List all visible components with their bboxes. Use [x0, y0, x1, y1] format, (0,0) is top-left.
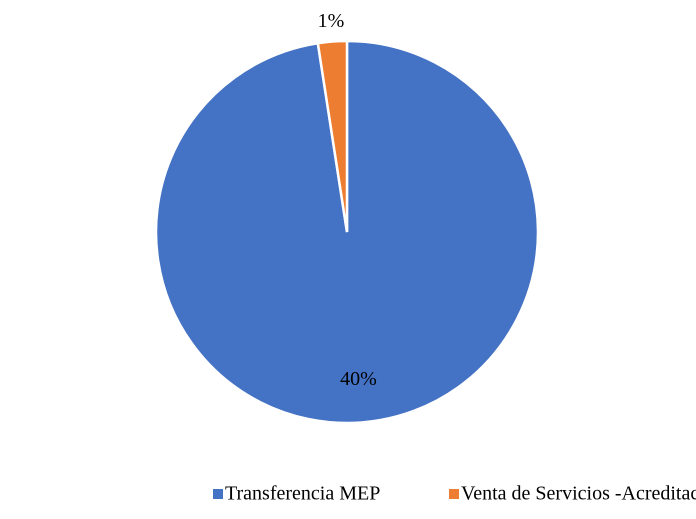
legend-label: Venta de Servicios -Acreditación [461, 483, 696, 505]
legend-label: Transferencia MEP [225, 483, 380, 505]
data-label: 40% [340, 368, 377, 390]
data-label: 1% [318, 10, 345, 32]
legend-swatch [449, 489, 459, 499]
legend-swatch [213, 489, 223, 499]
pie-slice [316, 39, 349, 233]
